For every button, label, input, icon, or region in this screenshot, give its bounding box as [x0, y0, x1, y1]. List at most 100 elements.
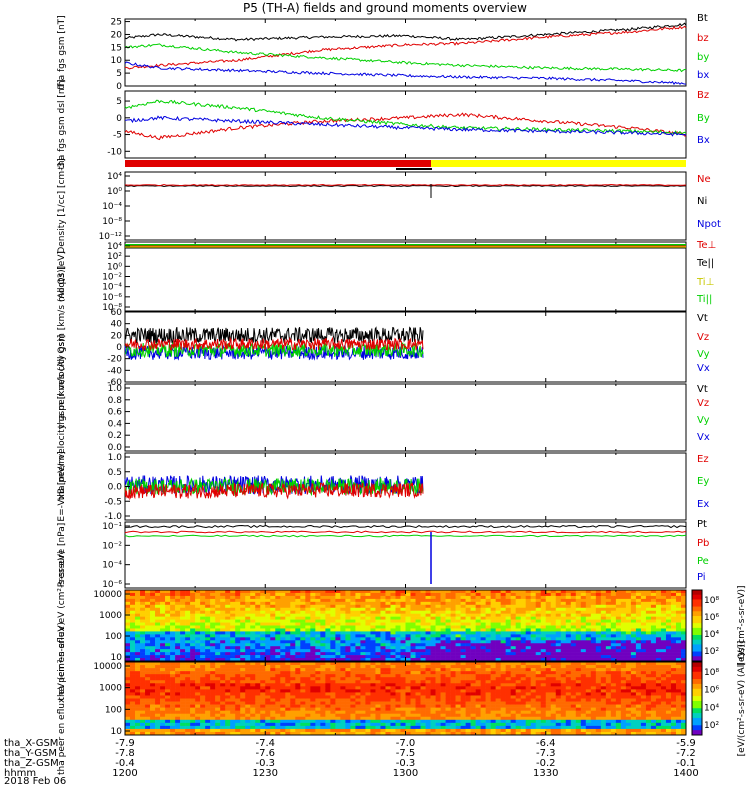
- spectrogram-cell: [285, 710, 291, 715]
- spectrogram-cell: [395, 713, 401, 718]
- spectrogram-cell: [250, 683, 256, 687]
- spectrogram-cell: [280, 616, 286, 620]
- spectrogram-cell: [470, 628, 476, 632]
- spectrogram-cell: [280, 595, 286, 600]
- spectrogram-cell: [245, 701, 251, 705]
- spectrogram-cell: [165, 728, 171, 733]
- spectrogram-cell: [135, 662, 141, 666]
- spectrogram-cell: [135, 655, 141, 659]
- spectrogram-cell: [500, 695, 506, 699]
- spectrogram-cell: [245, 658, 251, 662]
- spectrogram-cell: [520, 668, 527, 672]
- spectrogram-cell: [155, 668, 161, 672]
- spectrogram-cell: [285, 622, 291, 626]
- spectrogram-cell: [135, 698, 141, 702]
- spectrogram-cell: [545, 590, 552, 594]
- spectrogram-cell: [420, 707, 426, 711]
- spectrogram-cell: [275, 634, 281, 638]
- spectrogram-cell: [130, 698, 136, 702]
- spectrogram-cell: [375, 671, 381, 675]
- spectrogram-cell: [505, 689, 511, 693]
- spectrogram-cell: [260, 686, 266, 690]
- spectrogram-cell: [440, 695, 446, 699]
- spectrogram-cell: [580, 601, 587, 606]
- spectrogram-cell: [430, 695, 436, 699]
- spectrogram-cell: [400, 674, 406, 678]
- panel-7-ytick-label: 10⁻⁶: [102, 580, 122, 590]
- spectrogram-cell: [460, 716, 466, 721]
- spectrogram-cell: [405, 695, 411, 699]
- spectrogram-cell: [130, 686, 136, 690]
- spectrogram-cell: [380, 601, 386, 606]
- spectrogram-cell: [575, 601, 582, 606]
- spectrogram-cell: [135, 619, 141, 623]
- spectrogram-cell: [220, 677, 226, 681]
- spectrogram-cell: [375, 598, 381, 603]
- spectrogram-cell: [665, 628, 672, 632]
- spectrogram-cell: [655, 658, 662, 662]
- spectrogram-cell: [405, 677, 411, 681]
- spectrogram-cell: [245, 628, 251, 632]
- spectrogram-cell: [430, 601, 436, 606]
- spectrogram-cell: [405, 701, 411, 705]
- spectrogram-cell: [400, 616, 406, 620]
- spectrogram-cell: [135, 622, 141, 626]
- spectrogram-cell: [305, 604, 311, 609]
- spectrogram-cell: [455, 637, 461, 641]
- spectrogram-cell: [215, 595, 221, 600]
- spectrogram-cell: [190, 713, 196, 718]
- spectrogram-cell: [130, 590, 136, 594]
- spectrogram-cell: [565, 604, 572, 609]
- spectrogram-cell: [610, 640, 617, 644]
- spectrogram-cell: [225, 610, 231, 614]
- spectrogram-cell: [210, 649, 216, 653]
- spectrogram-cell: [125, 704, 131, 708]
- spectrogram-cell: [595, 595, 602, 600]
- spectrogram-cell: [580, 649, 587, 653]
- spectrogram-cell: [510, 695, 516, 699]
- spectrogram-cell: [190, 622, 196, 626]
- spectrogram-cell: [365, 713, 371, 718]
- spectrogram-cell: [145, 643, 151, 647]
- spectrogram-cell: [485, 643, 491, 647]
- spectrogram-cell: [675, 590, 682, 594]
- spectrogram-cell: [445, 634, 451, 638]
- spectrogram-cell: [480, 622, 486, 626]
- spectrogram-cell: [125, 680, 131, 684]
- spectrogram-cell: [180, 662, 186, 666]
- spectrogram-cell: [405, 665, 411, 669]
- spectrogram-cell: [330, 598, 336, 603]
- spectrogram-cell: [455, 698, 461, 702]
- spectrogram-cell: [235, 701, 241, 705]
- spectrogram-cell: [255, 616, 261, 620]
- spectrogram-cell: [165, 716, 171, 721]
- spectrogram-cell: [175, 716, 181, 721]
- spectrogram-cell: [230, 707, 236, 711]
- spectrogram-cell: [355, 695, 361, 699]
- spectrogram-cell: [140, 671, 146, 675]
- spectrogram-cell: [530, 655, 537, 659]
- spectrogram-cell: [250, 698, 256, 702]
- spectrogram-cell: [170, 646, 176, 650]
- spectrogram-cell: [425, 652, 431, 656]
- spectrogram-cell: [445, 704, 451, 708]
- spectrogram-cell: [335, 658, 341, 662]
- spectrogram-cell: [340, 610, 346, 614]
- spectrogram-cell: [430, 655, 436, 659]
- spectrogram-cell: [175, 674, 181, 678]
- spectrogram-cell: [585, 613, 592, 617]
- spectrogram-cell: [430, 674, 436, 678]
- spectrogram-cell: [300, 622, 306, 626]
- spectrogram-cell: [250, 731, 256, 736]
- spectrogram-cell: [210, 628, 216, 632]
- spectrogram-cell: [140, 713, 146, 718]
- spectrogram-cell: [620, 598, 627, 603]
- panel-6-ytick-label: -0.5: [104, 497, 122, 507]
- spectrogram-cell: [385, 728, 391, 733]
- spectrogram-cell: [335, 643, 341, 647]
- spectrogram-cell: [475, 652, 481, 656]
- spectrogram-cell: [175, 704, 181, 708]
- spectrogram-cell: [450, 643, 456, 647]
- spectrogram-cell: [360, 655, 366, 659]
- spectrogram-cell: [505, 616, 511, 620]
